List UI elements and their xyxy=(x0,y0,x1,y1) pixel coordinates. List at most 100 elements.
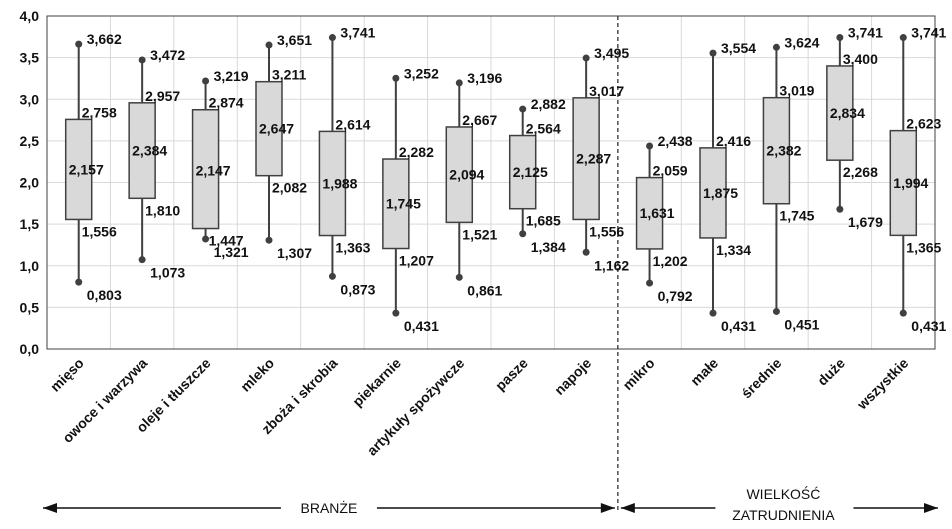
box-iqr xyxy=(445,126,474,224)
data-label: 2,059 xyxy=(653,163,688,179)
data-label: 1,521 xyxy=(462,226,497,242)
x-tick-label: średnie xyxy=(738,355,785,402)
box-iqr xyxy=(191,108,220,230)
min-point xyxy=(265,236,273,244)
box-iqr xyxy=(762,96,791,205)
data-label: 1,207 xyxy=(399,253,434,269)
min-point xyxy=(772,307,780,315)
data-label: 3,252 xyxy=(404,65,439,81)
x-tick-label: pasze xyxy=(492,355,531,394)
y-tick-label: 3,5 xyxy=(20,50,40,66)
data-label: 1,073 xyxy=(150,265,185,281)
data-label: 1,994 xyxy=(893,175,928,191)
max-point xyxy=(75,40,83,48)
min-point xyxy=(582,248,590,256)
data-label: 0,873 xyxy=(340,281,375,297)
data-label: 1,384 xyxy=(531,239,566,255)
data-label: 2,623 xyxy=(906,116,941,132)
y-tick-label: 1,0 xyxy=(20,258,40,274)
data-label: 3,211 xyxy=(272,67,306,83)
group-arrow-head xyxy=(43,503,57,513)
data-label: 3,741 xyxy=(911,25,946,41)
label-layer: 3,662 2,758 2,157 1,556 0,803 3,472 2,957 2,384… xyxy=(69,25,947,335)
data-label: 3,219 xyxy=(214,68,249,84)
data-label: 3,017 xyxy=(589,83,624,99)
data-label: 1,810 xyxy=(145,202,180,218)
data-label: 2,157 xyxy=(69,161,104,177)
min-point xyxy=(392,309,400,317)
data-label: 1,334 xyxy=(716,242,751,258)
max-point xyxy=(519,105,527,113)
x-tick-label: piekarnie xyxy=(349,355,404,410)
data-label: 1,556 xyxy=(82,223,117,239)
max-point xyxy=(646,142,654,150)
data-label: 0,431 xyxy=(911,318,946,334)
data-label: 2,874 xyxy=(209,95,244,111)
data-label: 1,988 xyxy=(322,175,357,191)
data-label: 0,431 xyxy=(404,318,439,334)
y-tick-label: 3,0 xyxy=(20,91,40,107)
box-iqr xyxy=(826,65,854,161)
data-label: 2,438 xyxy=(658,133,693,149)
plot-area-border xyxy=(46,15,936,350)
group-label-line: ZATRUDNIENIA xyxy=(732,507,835,523)
data-label: 2,416 xyxy=(716,133,751,149)
y-tick-label: 2,5 xyxy=(20,133,40,149)
max-point xyxy=(138,56,146,64)
data-label: 2,957 xyxy=(145,88,180,104)
data-label: 2,834 xyxy=(830,105,865,121)
data-label: 1,365 xyxy=(906,239,941,255)
min-point xyxy=(899,309,907,317)
data-label: 0,861 xyxy=(467,282,502,298)
x-tick-label: wszystkie xyxy=(853,355,911,413)
data-label: 3,019 xyxy=(779,83,814,99)
box-iqr xyxy=(64,118,93,221)
data-label: 3,651 xyxy=(277,32,312,48)
x-tick-label: małe xyxy=(687,355,721,389)
min-point xyxy=(709,309,717,317)
box-iqr xyxy=(699,147,727,239)
min-point xyxy=(202,235,210,243)
min-point xyxy=(138,256,146,264)
data-label: 2,268 xyxy=(843,164,878,180)
y-tick-label: 0,0 xyxy=(20,341,40,357)
group-label-branze: BRANŻE xyxy=(301,499,358,516)
data-label: 3,400 xyxy=(843,51,878,67)
box-layer xyxy=(64,34,918,317)
data-label: 1,162 xyxy=(594,257,629,273)
data-label: 1,307 xyxy=(277,245,312,261)
box-iqr xyxy=(382,158,410,250)
min-point xyxy=(519,230,527,238)
data-label: 2,282 xyxy=(399,144,434,160)
data-label: 3,741 xyxy=(848,25,883,41)
max-point xyxy=(202,77,210,85)
max-point xyxy=(772,43,780,51)
min-point xyxy=(328,272,336,280)
data-label: 0,803 xyxy=(87,287,122,303)
data-label: 3,196 xyxy=(467,70,502,86)
data-label: 1,363 xyxy=(335,240,370,256)
data-label: 2,094 xyxy=(449,167,484,183)
data-label: 3,472 xyxy=(150,47,185,63)
data-label: 1,447 xyxy=(209,233,244,249)
group-layer: BRANŻE WIELKOŚĆ ZATRUDNIENIA xyxy=(43,485,938,523)
data-label: 1,556 xyxy=(589,223,624,239)
min-point xyxy=(455,273,463,281)
data-label: 3,624 xyxy=(784,34,819,50)
axis-layer: 0,0 0,5 1,0 1,5 2,0 2,5 3,0 3,5 4,0 xyxy=(20,8,936,510)
data-label: 1,875 xyxy=(703,185,738,201)
data-label: 2,647 xyxy=(259,121,294,137)
data-label: 2,614 xyxy=(335,116,370,132)
x-tick-label: mikro xyxy=(619,355,657,393)
data-label: 1,321 xyxy=(214,244,249,260)
max-point xyxy=(709,49,717,57)
max-point xyxy=(582,54,590,62)
data-label: 2,382 xyxy=(766,143,801,159)
x-tick-label: napoje xyxy=(551,355,594,398)
box-iqr xyxy=(635,176,664,250)
data-label: 1,631 xyxy=(640,205,675,221)
max-point xyxy=(455,79,463,87)
x-tick-label: mięso xyxy=(47,355,87,395)
group-arrow-head xyxy=(620,503,635,513)
